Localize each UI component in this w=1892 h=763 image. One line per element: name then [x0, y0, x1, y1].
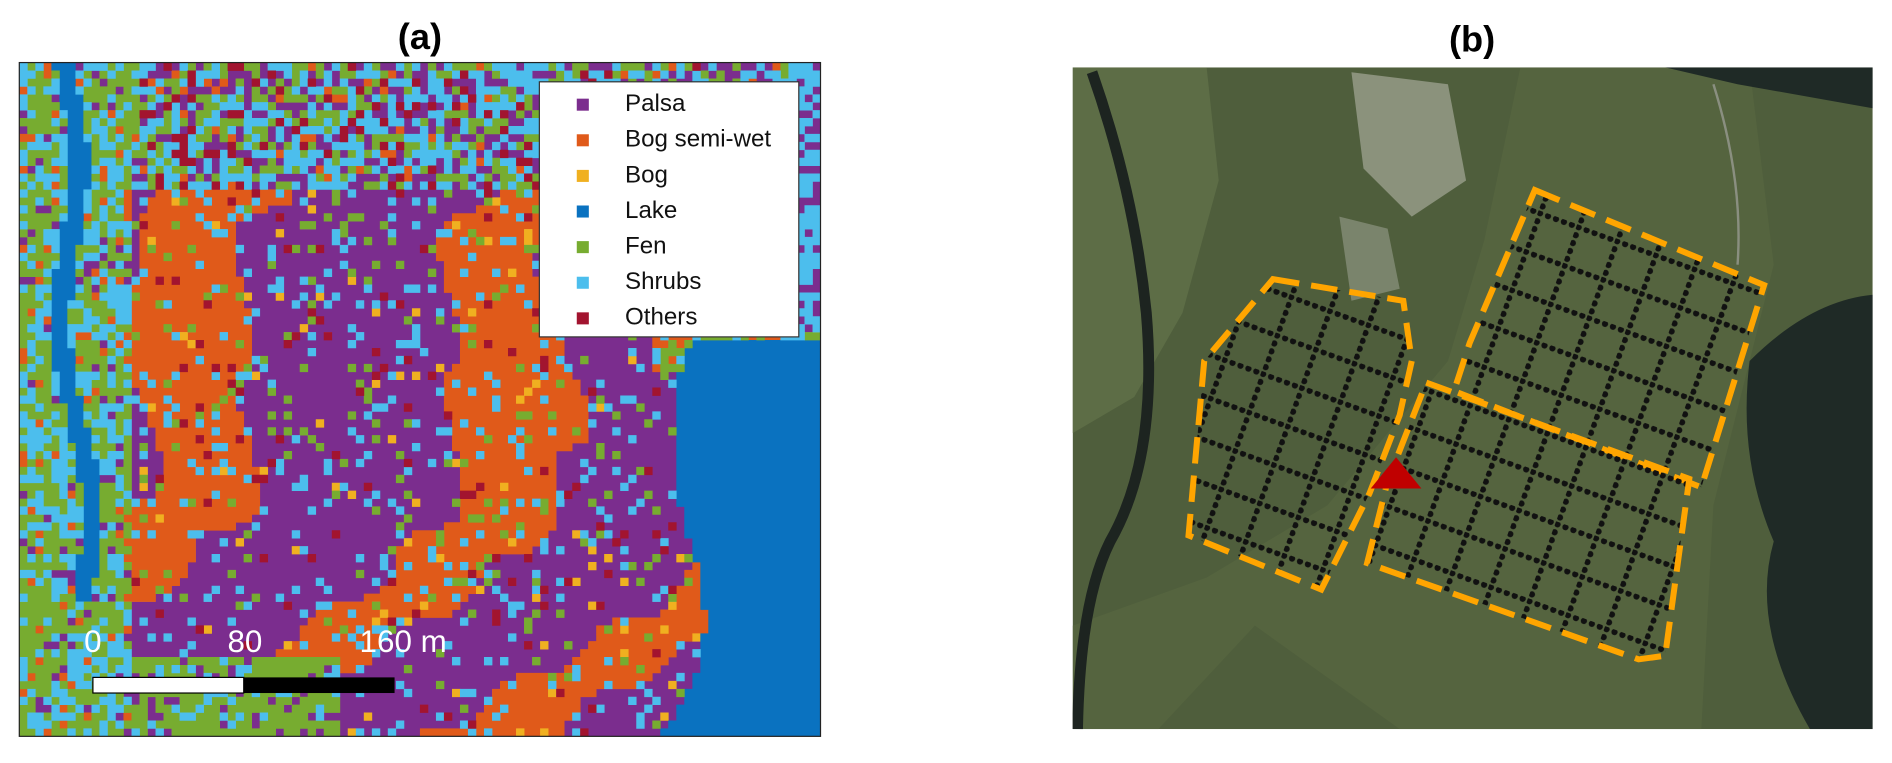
legend-swatch: [576, 241, 589, 254]
plot-outline: [1185, 275, 1415, 594]
scale-label: 80: [227, 624, 262, 659]
lake: [1746, 294, 1873, 730]
legend-swatch: [576, 134, 589, 147]
river: [1072, 70, 1155, 730]
legend-label: Lake: [625, 197, 677, 224]
satellite-image: [1072, 67, 1873, 730]
terrain: [1072, 67, 1219, 434]
legend-swatch: [576, 98, 589, 111]
legend-label: Fen: [625, 233, 667, 260]
legend-swatch: [576, 205, 589, 218]
map-frame: [18, 61, 822, 737]
legend-label: Bog semi-wet: [625, 126, 771, 153]
scale-segment: [92, 676, 245, 694]
panel-title: (a): [398, 16, 442, 57]
marker: [1370, 457, 1422, 489]
legend-swatch: [576, 312, 589, 325]
track: [1712, 83, 1740, 265]
land-cover-class: [51, 62, 821, 737]
scale-label: 160 m: [360, 624, 447, 659]
legend-label: Shrubs: [625, 268, 701, 295]
sampling-plots: [1185, 186, 1768, 663]
rock: [1351, 72, 1467, 217]
legend-label: Palsa: [625, 90, 686, 117]
lake: [1665, 67, 1873, 109]
scale-segment: [243, 677, 395, 694]
panel-title: (b): [1449, 19, 1495, 60]
legend-swatch: [576, 276, 589, 289]
legend-label: Bog: [625, 161, 668, 188]
rock: [1339, 216, 1400, 301]
legend: Palsa Bog semi-wet Bog Lake Fen Shrubs Others: [538, 81, 800, 338]
scale-bar: 0 80 160 m: [84, 624, 447, 694]
legend-label: Others: [625, 304, 697, 331]
land-cover-class: [19, 62, 821, 737]
scale-label: 0: [84, 624, 101, 659]
legend-swatch: [576, 169, 589, 182]
